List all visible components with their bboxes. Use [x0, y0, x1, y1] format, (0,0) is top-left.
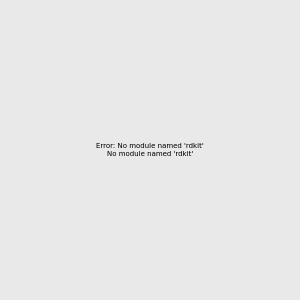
Text: Error: No module named 'rdkit'
No module named 'rdkit': Error: No module named 'rdkit' No module… — [96, 143, 204, 157]
